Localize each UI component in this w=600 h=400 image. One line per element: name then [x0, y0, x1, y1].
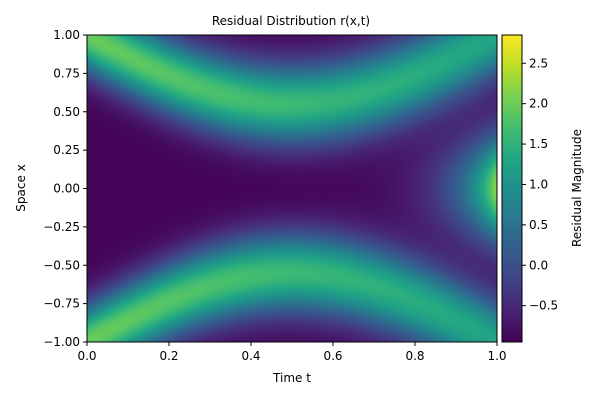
colorbar-tick-label: 2.0 — [529, 97, 548, 111]
colorbar-frame — [501, 34, 523, 343]
colorbar-tick-label: 0.5 — [529, 218, 548, 232]
y-tick-label: −0.50 — [43, 258, 80, 272]
heatmap-image — [87, 35, 497, 342]
x-tick-label: 0.2 — [159, 349, 178, 363]
x-axis-label: Time t — [272, 371, 311, 385]
x-tick-label: 1.0 — [487, 349, 506, 363]
colorbar-tick-label: 1.5 — [529, 137, 548, 151]
x-tick-label: 0.6 — [323, 349, 342, 363]
x-tick-label: 0.8 — [405, 349, 424, 363]
y-tick-label: −0.75 — [43, 297, 80, 311]
x-tick-label: 0.4 — [241, 349, 260, 363]
colorbar-label: Residual Magnitude — [570, 129, 584, 247]
colorbar-tick-label: 1.0 — [529, 177, 548, 191]
colorbar-tick-label: −0.5 — [529, 299, 558, 313]
y-tick-label: 0.00 — [53, 182, 80, 196]
y-tick-label: −0.25 — [43, 220, 80, 234]
y-tick-label: 0.75 — [53, 66, 80, 80]
colorbar-axis: 2.5 2.0 1.5 1.0 0.5 0.0 −0.5 — [522, 56, 558, 313]
y-axis-label: Space x — [14, 164, 28, 211]
colorbar-tick-label: 2.5 — [529, 56, 548, 70]
x-tick-label: 0.0 — [77, 349, 96, 363]
chart-title: Residual Distribution r(x,t) — [212, 14, 370, 28]
y-tick-label: 1.00 — [53, 28, 80, 42]
colorbar-tick-label: 0.0 — [529, 258, 548, 272]
y-tick-label: 0.50 — [53, 105, 80, 119]
y-axis: 1.00 0.75 0.50 0.25 0.00 −0.25 −0.50 −0.75 −1.00 — [43, 28, 87, 349]
y-tick-label: 0.25 — [53, 143, 80, 157]
x-axis: 0.0 0.2 0.4 0.6 0.8 1.0 — [77, 342, 507, 363]
colorbar-gradient — [502, 35, 522, 342]
y-tick-label: −1.00 — [43, 335, 80, 349]
